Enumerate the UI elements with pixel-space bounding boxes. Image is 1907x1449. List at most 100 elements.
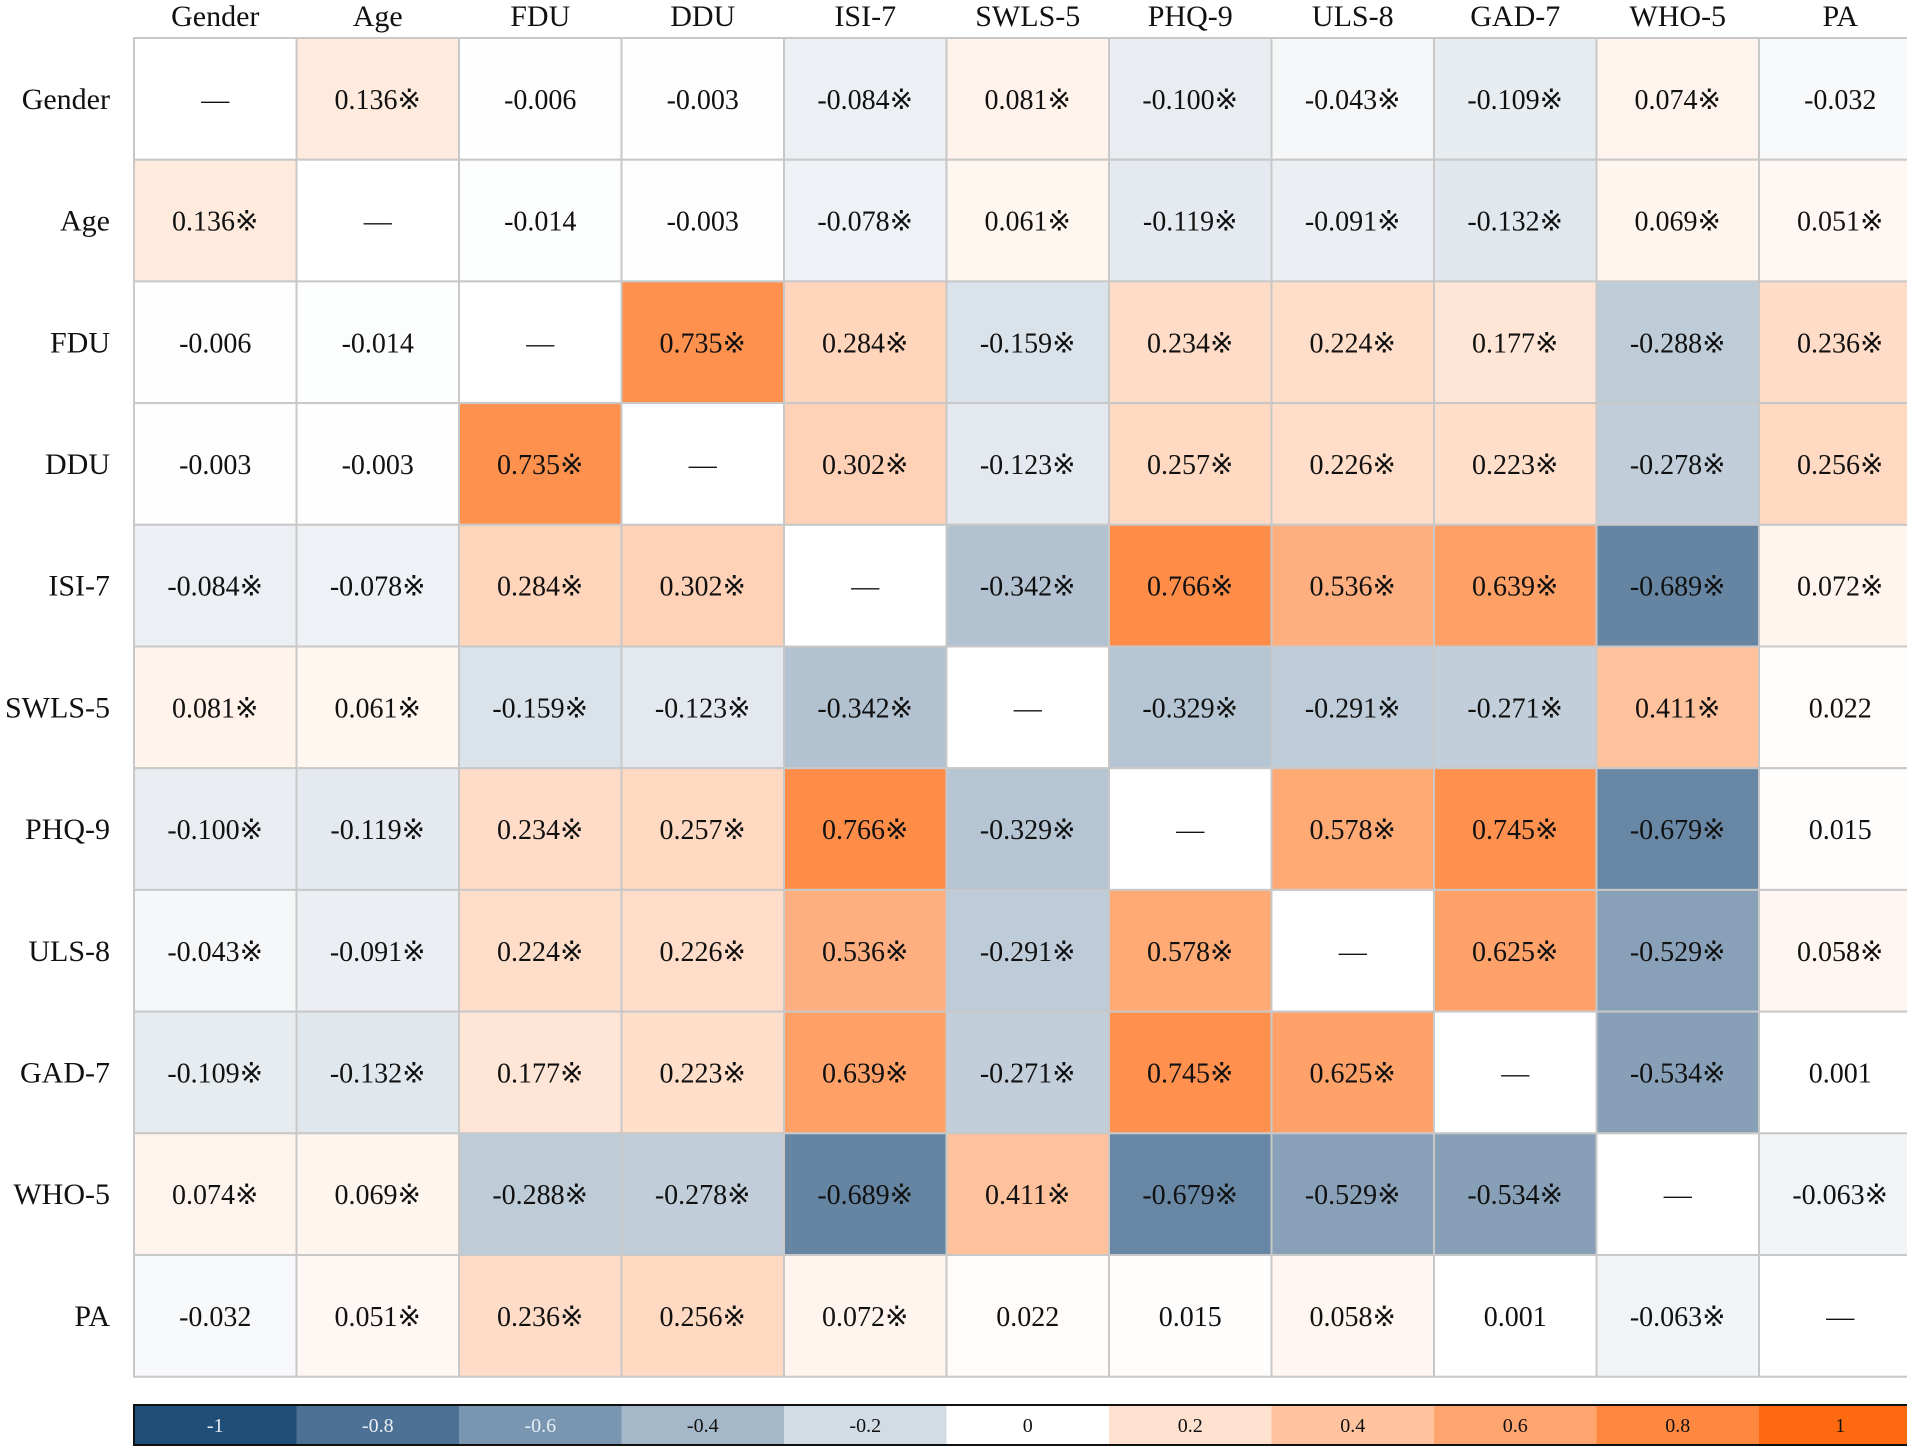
colorbar-segment — [1109, 1405, 1272, 1445]
cell-value-label: 0.072※ — [1797, 572, 1883, 603]
colorbar-segment — [1271, 1405, 1434, 1445]
column-label: Gender — [171, 0, 259, 33]
row-label: Age — [60, 205, 110, 238]
heatmap-cell — [783, 402, 948, 526]
heatmap-cell — [295, 1132, 460, 1257]
cell-value-label: — — [1500, 1058, 1530, 1089]
cell-value-label: -0.278※ — [655, 1180, 751, 1211]
cell-value-label: -0.271※ — [1467, 693, 1563, 724]
colorbar: -1 -0.8 -0.6 -0.4 -0.2 0 0.2 0.4 0.6 0.8 1 — [133, 1404, 1907, 1446]
cell-value-label: 0.001 — [1809, 1058, 1872, 1089]
row-label: PA — [74, 1300, 110, 1333]
heatmap-cell — [945, 523, 1110, 648]
cell-value-label: -0.063※ — [1792, 1180, 1888, 1211]
heatmap-cell — [945, 402, 1110, 526]
cell-value-label: 0.224※ — [1310, 328, 1396, 359]
heatmap-cell — [620, 1254, 785, 1378]
heatmap-cell — [458, 402, 623, 526]
heatmap-cell — [783, 523, 948, 648]
cell-value-label: 0.302※ — [822, 450, 908, 481]
cell-value-label: 0.735※ — [660, 328, 746, 359]
cell-value-label: — — [1825, 1302, 1855, 1333]
heatmap-cell — [1758, 888, 1907, 1013]
cell-value-label: — — [363, 207, 393, 238]
cell-value-label: -0.679※ — [1142, 1180, 1238, 1211]
heatmap-cell — [1108, 645, 1273, 770]
cell-value-label: -0.329※ — [1142, 693, 1238, 724]
cell-value-label: -0.278※ — [1630, 450, 1726, 481]
cell-value-label: 0.745※ — [1472, 815, 1558, 846]
cell-value-label: — — [688, 450, 718, 481]
colorbar-tick-label: 0 — [1023, 1415, 1033, 1437]
cell-value-label: — — [1338, 937, 1368, 968]
cell-value-label: -0.100※ — [167, 815, 263, 846]
cell-value-label: — — [850, 572, 880, 603]
cell-value-label: -0.271※ — [980, 1058, 1076, 1089]
cell-value-label: — — [1013, 693, 1043, 724]
column-label: PHQ-9 — [1148, 0, 1233, 33]
cell-value-label: 0.578※ — [1310, 815, 1396, 846]
heatmap-cells: — 0.136※ -0.006 -0.003 -0.084※ 0.081※ -0.100※ -… — [133, 37, 1907, 1378]
heatmap-cell — [1758, 645, 1907, 770]
cell-value-label: 0.022 — [1809, 693, 1872, 724]
colorbar-segment — [296, 1405, 459, 1445]
colorbar-segment — [459, 1405, 622, 1445]
heatmap-cell — [1270, 767, 1435, 891]
colorbar-tick-label: 0.6 — [1503, 1415, 1528, 1437]
heatmap-cell — [458, 37, 623, 161]
heatmap-cell — [1433, 158, 1598, 283]
row-label: SWLS-5 — [5, 691, 110, 724]
heatmap-cell — [1108, 1254, 1273, 1378]
colorbar-segment — [134, 1405, 297, 1445]
cell-value-label: 0.051※ — [335, 1302, 421, 1333]
heatmap-cell — [1108, 402, 1273, 526]
cell-value-label: — — [1663, 1180, 1693, 1211]
cell-value-label: 0.074※ — [1635, 85, 1721, 116]
row-label: Gender — [22, 83, 110, 116]
heatmap-cell — [458, 523, 623, 648]
cell-value-label: 0.001 — [1484, 1302, 1547, 1333]
cell-value-label: 0.226※ — [660, 937, 746, 968]
heatmap-cell — [1595, 37, 1760, 161]
cell-value-label: -0.063※ — [1630, 1302, 1726, 1333]
cell-value-label: -0.123※ — [655, 693, 751, 724]
cell-value-label: -0.084※ — [817, 85, 913, 116]
cell-value-label: 0.639※ — [822, 1058, 908, 1089]
heatmap-cell — [133, 645, 298, 770]
cell-value-label: -0.288※ — [492, 1180, 588, 1211]
heatmap-cell — [295, 37, 460, 161]
heatmap-cell — [1108, 280, 1273, 405]
cell-value-label: 0.257※ — [660, 815, 746, 846]
cell-value-label: 0.072※ — [822, 1302, 908, 1333]
cell-value-label: 0.069※ — [335, 1180, 421, 1211]
row-label: PHQ-9 — [25, 813, 110, 846]
cell-value-label: -0.342※ — [980, 572, 1076, 603]
cell-value-label: 0.136※ — [335, 85, 421, 116]
column-label: SWLS-5 — [975, 0, 1080, 33]
heatmap-cell — [133, 280, 298, 405]
heatmap-cell — [620, 37, 785, 161]
cell-value-label: -0.689※ — [1630, 572, 1726, 603]
heatmap-cell — [1758, 402, 1907, 526]
cell-value-label: -0.534※ — [1467, 1180, 1563, 1211]
column-label: FDU — [510, 0, 570, 33]
cell-value-label: -0.006 — [179, 328, 251, 359]
cell-value-label: 0.234※ — [1147, 328, 1233, 359]
cell-value-label: 0.302※ — [660, 572, 746, 603]
cell-value-label: -0.043※ — [167, 937, 263, 968]
row-label: ULS-8 — [28, 935, 110, 968]
cell-value-label: 0.536※ — [1310, 572, 1396, 603]
heatmap-cell — [783, 1132, 948, 1257]
cell-value-label: -0.043※ — [1305, 85, 1401, 116]
cell-value-label: -0.032 — [179, 1302, 251, 1333]
cell-value-label: 0.224※ — [497, 937, 583, 968]
cell-value-label: 0.223※ — [660, 1058, 746, 1089]
heatmap-cell — [133, 1132, 298, 1257]
cell-value-label: 0.411※ — [985, 1180, 1070, 1211]
heatmap-cell — [1433, 645, 1598, 770]
heatmap-cell — [1433, 280, 1598, 405]
cell-value-label: -0.006 — [504, 85, 576, 116]
cell-value-label: 0.766※ — [822, 815, 908, 846]
heatmap-cell — [1758, 523, 1907, 648]
cell-value-label: 0.136※ — [172, 207, 258, 238]
